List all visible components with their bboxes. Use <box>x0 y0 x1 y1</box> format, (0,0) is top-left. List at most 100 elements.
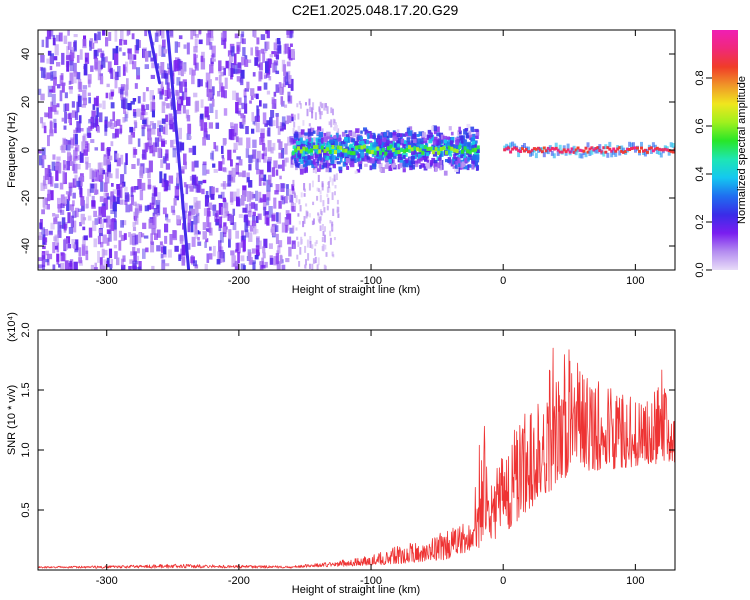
spectrogram-cell <box>218 240 222 252</box>
spectrogram-cell <box>178 254 182 262</box>
spectrogram-cell <box>308 183 311 191</box>
spectrogram-cell <box>207 115 210 120</box>
spectrogram-cell <box>186 96 191 106</box>
spectrogram-cell <box>181 166 185 171</box>
spectrogram-cell <box>112 133 117 139</box>
spectrogram-cell <box>344 137 349 142</box>
spectrogram-cell <box>304 245 307 253</box>
spectrogram-cell <box>170 98 174 110</box>
spectrogram-cell <box>98 171 102 180</box>
snr-x-ticks: -300 -200 -100 0 100 <box>96 330 645 587</box>
spectrogram-cell <box>60 203 65 209</box>
spectrogram-cell <box>413 137 417 144</box>
spectrogram-cell <box>311 244 314 249</box>
spectrogram-cell <box>233 63 238 74</box>
spectrogram-cell <box>410 147 414 152</box>
spectrogram-cell <box>328 155 333 160</box>
spectrogram-cell <box>174 60 179 72</box>
spectrogram-cell <box>209 253 213 260</box>
spectrogram-cell <box>256 216 259 224</box>
spectrogram-cell <box>423 145 427 149</box>
spectrogram-cell <box>234 165 239 172</box>
spectrogram-cell <box>317 168 321 172</box>
spectrogram-cell <box>314 248 316 256</box>
spectrogram-cell <box>578 148 582 152</box>
spectrogram-cell <box>115 153 120 160</box>
spectrogram-cell <box>220 191 225 199</box>
spectrogram-cell <box>208 202 213 210</box>
spectrogram-cell <box>292 127 295 135</box>
spectrogram-cell <box>469 134 473 141</box>
spectrogram-cell <box>332 108 334 116</box>
spectrogram-cell <box>112 201 117 212</box>
spectrogram-cell <box>70 215 74 228</box>
spectrogram-cell <box>292 179 295 187</box>
spectrogram-cell <box>262 143 266 151</box>
spectrogram-cell <box>297 241 300 247</box>
spectrogram-cell <box>134 234 139 245</box>
spectrogram-cell <box>144 64 150 69</box>
spectrogram-cell <box>67 152 71 162</box>
spectrogram-cell <box>86 163 91 168</box>
spectrogram-cell <box>135 39 140 51</box>
spectrogram-cell <box>103 182 108 193</box>
spectrogram-cell <box>519 150 523 153</box>
spectrogram-cell <box>634 146 637 150</box>
spectrogram-cell <box>298 199 301 205</box>
spectrogram-cell <box>106 159 111 165</box>
spectrogram-cell <box>475 129 480 136</box>
spectrogram-cell <box>218 203 223 215</box>
spectrogram-cell <box>120 91 124 98</box>
spectrogram-cell <box>108 173 113 179</box>
spectrogram-cell <box>240 255 245 262</box>
spectrogram-cell <box>424 143 428 147</box>
spectrogram-cell <box>75 239 79 251</box>
spectrogram-cell <box>233 142 238 151</box>
spectrogram-cell <box>132 233 136 237</box>
spectrogram-cell <box>213 169 218 173</box>
spectrogram-cell <box>472 154 477 161</box>
spectrogram-cell <box>255 249 260 257</box>
spectrogram-cell <box>610 149 614 153</box>
spectrogram-cell <box>164 223 169 233</box>
spectrogram-cell <box>316 159 320 163</box>
spectrogram-cell <box>435 166 438 172</box>
spectrogram-cell <box>220 66 225 71</box>
spectrogram-cell <box>264 261 268 268</box>
spectrogram-cell <box>305 203 308 207</box>
spectrogram-cell <box>315 137 320 142</box>
spectrogram-cell <box>174 195 179 201</box>
spectrogram-cell <box>80 196 85 206</box>
spectrogram-cell <box>198 30 202 34</box>
spectrogram-cell <box>57 84 61 89</box>
spectrogram-cell <box>228 238 231 248</box>
spectrogram-cell <box>41 255 46 268</box>
spectrogram-cell <box>42 245 46 250</box>
spectrogram-cell <box>275 70 280 75</box>
spectrogram-cell <box>355 141 359 148</box>
spectrogram-cell <box>156 245 161 252</box>
spectrogram-cell <box>151 228 156 235</box>
spectrogram-cell <box>116 119 121 126</box>
spectrogram-cell <box>182 64 186 74</box>
spectrogram-cell <box>68 112 72 120</box>
spectrogram-cell <box>402 168 406 173</box>
spectrogram-cell <box>397 150 401 155</box>
snr-y-label: SNR (10 * v/v) <box>6 385 18 455</box>
spectrogram-cell <box>328 149 332 154</box>
spectrogram-cell <box>330 153 334 159</box>
spectrogram-cell <box>381 151 385 156</box>
spectrogram-cell <box>586 142 590 148</box>
spectrogram-cell <box>453 148 456 153</box>
spectrogram-cell <box>52 213 56 217</box>
spectrogram-cell <box>82 85 88 90</box>
spectrogram-cell <box>449 153 453 157</box>
spectrogram-cell <box>268 243 273 249</box>
spectrogram-cell <box>152 212 156 217</box>
spectrogram-cell <box>275 113 279 117</box>
spectrogram-cell <box>73 34 78 38</box>
spectrogram-cell <box>403 140 407 145</box>
spectrogram-cell <box>49 121 54 134</box>
spectrogram-cell <box>94 58 99 70</box>
spectrogram-cell <box>554 142 558 148</box>
